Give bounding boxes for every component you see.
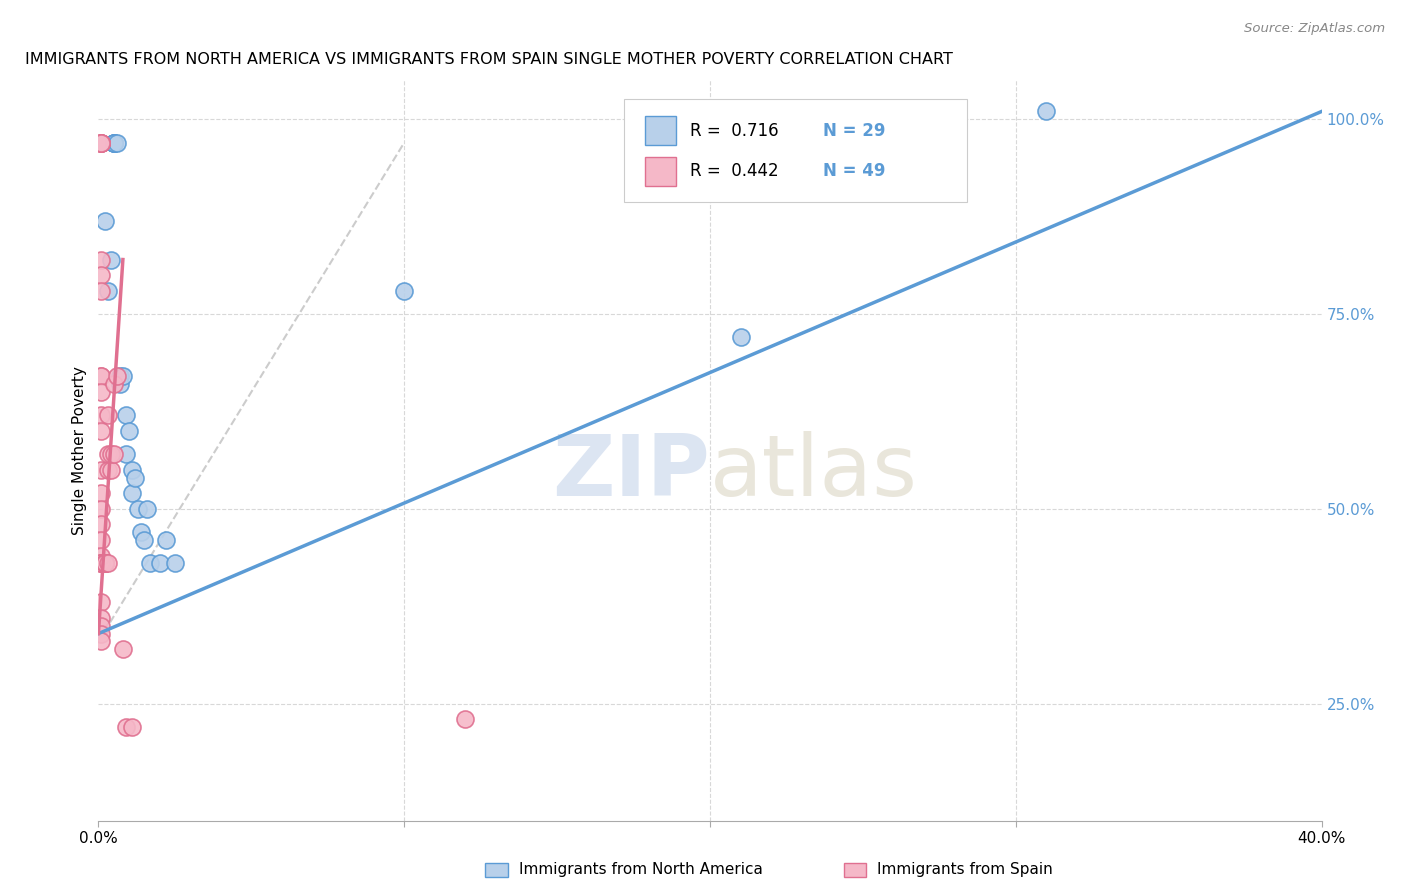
Point (90, 595, 112, 609)
Point (93, 213, 115, 227)
Point (90, 634, 112, 648)
Point (103, 377, 125, 392)
Point (90, 409, 112, 423)
Text: N = 49: N = 49 (823, 162, 884, 180)
Text: atlas: atlas (710, 431, 918, 514)
Point (90, 611, 112, 625)
Point (100, 447, 122, 461)
Bar (645, 156, 676, 186)
Point (103, 136, 125, 150)
Point (103, 447, 125, 461)
FancyBboxPatch shape (624, 99, 967, 202)
Point (90, 463, 112, 477)
Text: Immigrants from Spain: Immigrants from Spain (877, 863, 1053, 877)
Point (105, 136, 128, 150)
Point (121, 720, 143, 734)
Point (90, 486, 112, 500)
Point (90, 384, 112, 399)
Point (108, 369, 131, 384)
Point (90, 557, 112, 571)
Point (121, 486, 143, 500)
Point (90, 626, 112, 640)
Point (90, 557, 112, 571)
Point (90, 136, 112, 150)
Point (454, 712, 477, 726)
Point (90, 136, 112, 150)
Point (90, 502, 112, 516)
Point (93, 557, 115, 571)
Point (97, 284, 120, 298)
Point (1035, 104, 1057, 119)
Point (93, 557, 115, 571)
Point (115, 720, 138, 734)
Point (100, 463, 122, 477)
Point (730, 330, 752, 344)
Point (90, 533, 112, 547)
Point (97, 557, 120, 571)
Point (124, 471, 146, 485)
Point (134, 533, 156, 547)
Text: Immigrants from North America: Immigrants from North America (519, 863, 762, 877)
Point (392, 284, 416, 298)
Point (103, 136, 125, 150)
Text: ZIP: ZIP (553, 431, 710, 514)
Point (90, 424, 112, 438)
Point (90, 284, 112, 298)
Point (103, 136, 125, 150)
Point (93, 557, 115, 571)
Point (90, 136, 112, 150)
Point (97, 463, 120, 477)
Point (90, 268, 112, 282)
Point (93, 557, 115, 571)
Point (90, 619, 112, 633)
Point (136, 502, 159, 516)
Point (115, 409, 138, 423)
Text: Source: ZipAtlas.com: Source: ZipAtlas.com (1244, 22, 1385, 36)
Point (90, 557, 112, 571)
Point (90, 557, 112, 571)
Point (93, 557, 115, 571)
Point (118, 424, 141, 438)
Point (103, 136, 125, 150)
Point (90, 517, 112, 532)
Point (108, 377, 131, 392)
Text: IMMIGRANTS FROM NORTH AMERICA VS IMMIGRANTS FROM SPAIN SINGLE MOTHER POVERTY COR: IMMIGRANTS FROM NORTH AMERICA VS IMMIGRA… (25, 52, 953, 67)
Point (105, 369, 128, 384)
Text: R =  0.442: R = 0.442 (690, 162, 779, 180)
Point (127, 502, 149, 516)
Point (155, 533, 177, 547)
Point (93, 557, 115, 571)
Point (90, 369, 112, 384)
Point (97, 409, 120, 423)
Bar (645, 116, 676, 145)
Point (163, 557, 186, 571)
Point (93, 557, 115, 571)
Point (111, 642, 134, 657)
Point (90, 136, 112, 150)
Point (90, 549, 112, 563)
Point (121, 463, 143, 477)
Point (90, 252, 112, 267)
Point (115, 447, 138, 461)
Point (90, 136, 112, 150)
Y-axis label: Single Mother Poverty: Single Mother Poverty (72, 366, 87, 535)
Point (90, 369, 112, 384)
Point (149, 557, 172, 571)
Point (111, 369, 134, 384)
Point (97, 447, 120, 461)
Point (100, 252, 122, 267)
Point (129, 525, 152, 540)
Text: R =  0.716: R = 0.716 (690, 121, 779, 140)
Point (90, 136, 112, 150)
Text: N = 29: N = 29 (823, 121, 884, 140)
Point (103, 136, 125, 150)
Point (139, 557, 162, 571)
